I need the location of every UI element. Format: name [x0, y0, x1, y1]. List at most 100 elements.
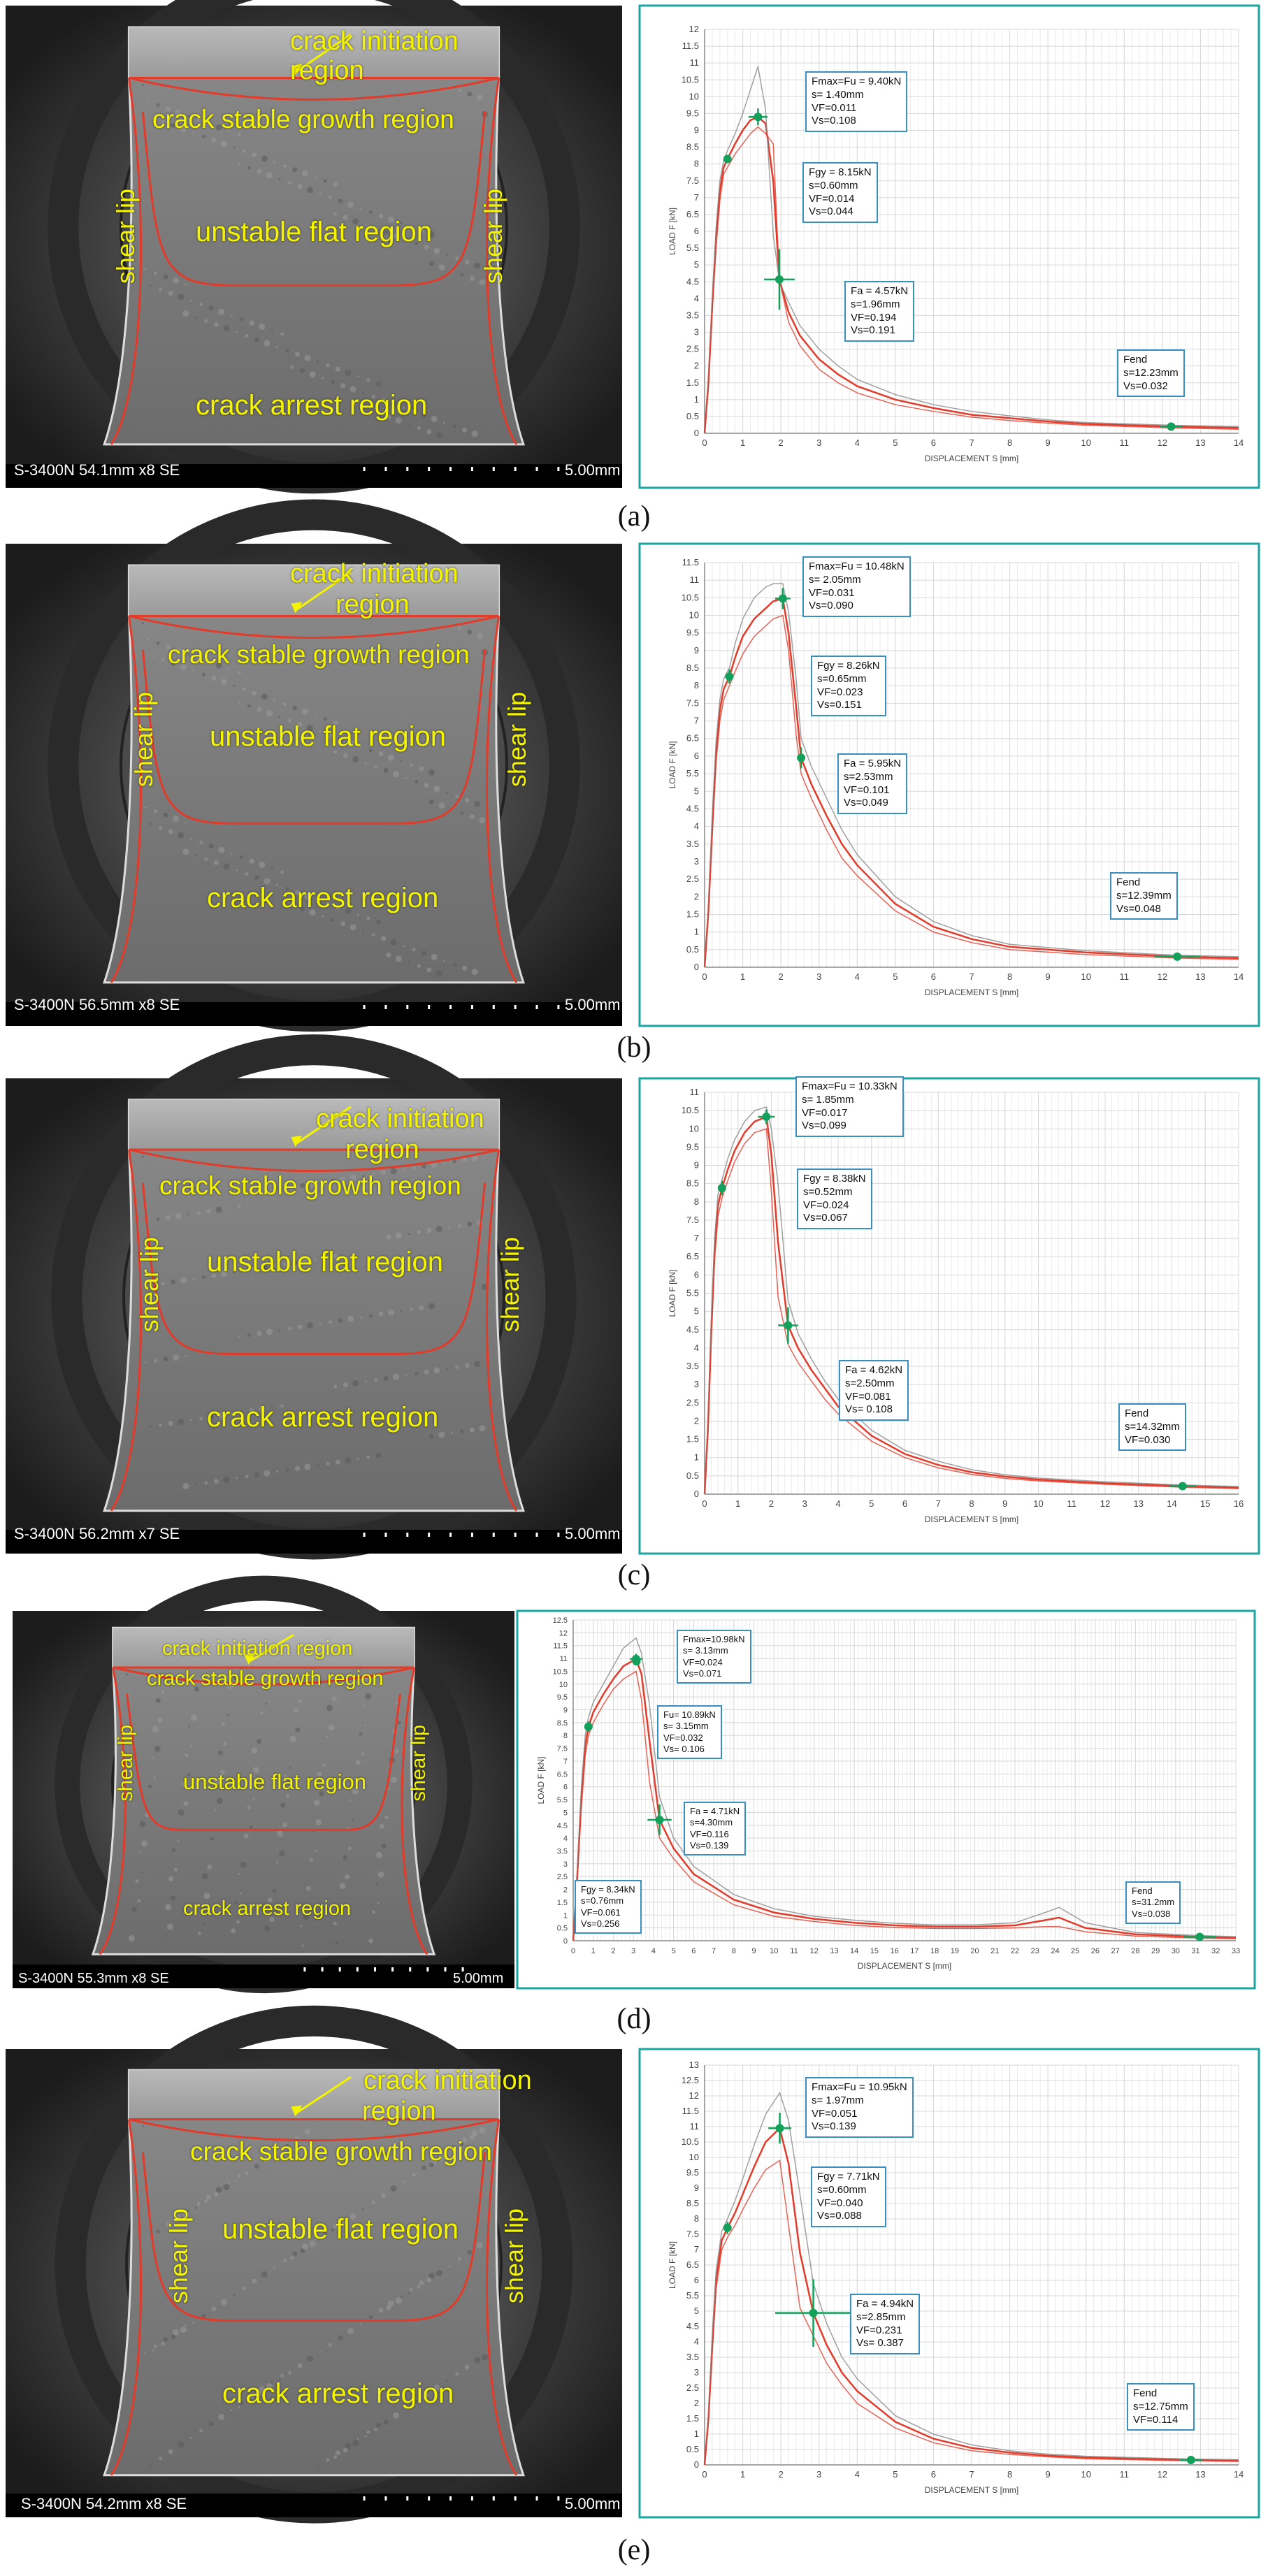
y-tick-label: 6.5 [686, 733, 699, 744]
texture-speck [294, 1466, 300, 1471]
texture-speck [292, 2251, 298, 2257]
texture-speck [462, 1157, 468, 1163]
texture-speck [372, 1910, 375, 1914]
texture-speck [408, 961, 410, 964]
texture-speck [237, 1204, 241, 1208]
texture-speck [338, 1318, 343, 1324]
texture-speck [149, 823, 152, 825]
texture-speck [199, 2429, 203, 2433]
scale-tick [557, 2496, 560, 2501]
texture-speck [435, 432, 442, 439]
y-tick-label: 11 [690, 2121, 700, 2132]
texture-speck [302, 1944, 305, 1947]
texture-speck [187, 2209, 190, 2212]
texture-speck [333, 1384, 338, 1389]
x-tick-label: 19 [951, 1947, 959, 1955]
scale-tick [391, 1967, 394, 1971]
texture-speck [182, 848, 189, 855]
texture-speck [479, 817, 486, 824]
texture-speck [166, 106, 171, 112]
y-tick-label: 4.5 [686, 276, 699, 287]
texture-speck [464, 797, 470, 803]
texture-speck [462, 965, 468, 971]
texture-speck [194, 1686, 199, 1692]
texture-speck [189, 1419, 192, 1421]
scale-tick [428, 467, 431, 471]
scale-tick [338, 1967, 341, 1971]
y-tick-label: 0.5 [557, 1925, 568, 1933]
y-tick-label: 2.5 [686, 874, 699, 884]
texture-speck [279, 1850, 285, 1857]
texture-speck [415, 2400, 419, 2404]
x-tick-label: 27 [1111, 1947, 1120, 1955]
x-tick-label: 7 [936, 1498, 941, 1509]
series-lower-b [704, 614, 1239, 968]
x-tick-label: 9 [1046, 971, 1051, 982]
x-tick-label: 5 [893, 437, 898, 448]
texture-speck [187, 115, 190, 117]
arrow-icon [291, 602, 303, 614]
x-tick-label: 15 [1200, 1498, 1210, 1509]
texture-speck [168, 829, 173, 834]
texture-speck [201, 134, 206, 138]
x-tick-label: 20 [970, 1947, 979, 1955]
texture-speck [410, 1308, 413, 1311]
texture-speck [161, 1282, 165, 1286]
texture-speck [201, 2314, 206, 2318]
y-tick-label: 10.5 [682, 2136, 699, 2147]
texture-speck [412, 410, 416, 414]
texture-speck [148, 1784, 152, 1788]
texture-speck [424, 2392, 429, 2398]
texture-speck [240, 317, 244, 321]
texture-speck [445, 1368, 448, 1370]
texture-speck [172, 1848, 175, 1852]
grid-c [704, 1092, 1239, 1495]
y-tick-label: 12 [559, 1629, 568, 1637]
texture-speck [340, 2220, 346, 2226]
texture-speck [395, 1232, 402, 1239]
texture-speck [230, 853, 233, 855]
x-tick-label: 9 [1046, 2469, 1051, 2480]
texture-speck [171, 2334, 176, 2339]
texture-speck [460, 1429, 464, 1433]
texture-speck [154, 271, 157, 275]
texture-speck [282, 1822, 287, 1828]
texture-speck [214, 1809, 217, 1811]
texture-speck [240, 2401, 244, 2405]
texture-speck [365, 1693, 372, 1700]
texture-speck [243, 1833, 249, 1839]
texture-speck [375, 1453, 381, 1459]
x-tick-label: 1 [740, 2469, 745, 2480]
texture-speck [275, 2151, 278, 2154]
texture-speck [322, 1763, 326, 1767]
region-stable-a: crack stable growth region [152, 105, 454, 133]
y-tick-label: 6 [694, 226, 699, 236]
texture-speck [218, 1412, 225, 1419]
texture-speck [383, 1375, 389, 1381]
texture-speck [141, 1840, 148, 1847]
y-tick-label: 6 [694, 751, 699, 761]
marker-Fgy-b [725, 670, 734, 684]
texture-speck [431, 415, 438, 422]
texture-speck [448, 2265, 451, 2267]
y-tick-label: 12.5 [682, 2075, 699, 2085]
texture-speck [257, 1739, 262, 1744]
y-tick-label: 4 [694, 2336, 699, 2347]
sem-scale-a: 5.00mm [565, 461, 621, 479]
texture-speck [166, 2222, 171, 2227]
texture-speck [322, 377, 324, 379]
texture-speck [280, 1802, 286, 1808]
scale-tick [444, 1967, 447, 1971]
sem-info-bar [6, 1530, 622, 1554]
texture-speck [189, 2436, 192, 2439]
x-tick-label: 2 [779, 971, 784, 982]
texture-speck [412, 2173, 416, 2177]
texture-speck [426, 2277, 432, 2282]
texture-speck [386, 2305, 391, 2310]
scale-tick [535, 2496, 538, 2501]
texture-speck [319, 730, 322, 733]
stable-growth-boundary [129, 2118, 499, 2142]
x-tick-label: 7 [712, 1947, 716, 1955]
x-tick-label: 10 [1081, 2469, 1090, 2480]
y-tick-label: 1 [694, 1452, 699, 1463]
